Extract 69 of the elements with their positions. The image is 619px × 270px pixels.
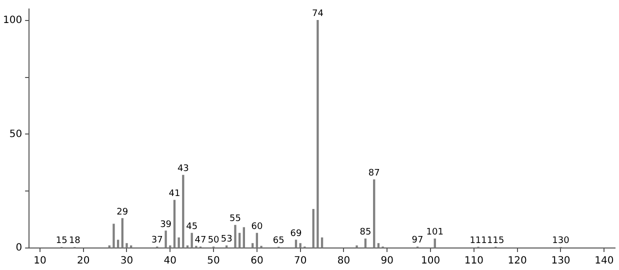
x-tick-label: 10 [34, 256, 46, 267]
x-tick-label: 70 [294, 256, 307, 267]
annotation: 53 [220, 234, 232, 245]
bar [320, 237, 324, 248]
annotation: 65 [272, 236, 284, 246]
x-tick-label: 90 [380, 256, 394, 267]
annotation: 130 [552, 236, 570, 246]
annotation: 115 [487, 236, 504, 246]
bar [116, 240, 120, 248]
bar [126, 243, 128, 248]
bar [256, 232, 258, 248]
x-tick-label: 100 [421, 256, 440, 267]
bar [316, 20, 319, 248]
annotation: 29 [116, 207, 128, 218]
bar [186, 245, 189, 248]
y-tick-label: 100 [2, 14, 22, 26]
x-tick-label: 20 [76, 256, 90, 267]
annotation: 50 [208, 236, 220, 246]
y-tick-label: 50 [9, 128, 22, 140]
bar [373, 179, 376, 248]
bar [242, 227, 245, 248]
annotation: 41 [168, 189, 180, 200]
bar [121, 218, 124, 248]
annotation: 87 [368, 168, 380, 179]
bar [178, 237, 180, 248]
x-tick-label: 110 [464, 256, 484, 267]
annotation: 39 [160, 220, 172, 230]
annotation: 37 [151, 236, 163, 246]
x-tick-label: 50 [207, 256, 220, 267]
bar [169, 245, 172, 248]
annotation: 69 [290, 228, 302, 239]
bar [238, 232, 241, 248]
x-tick-label: 60 [250, 256, 264, 267]
bar [173, 200, 176, 248]
x-tick-label: 120 [508, 256, 527, 267]
bar [112, 224, 115, 248]
x-tick-label: 40 [164, 256, 177, 267]
annotation: 85 [360, 228, 372, 238]
annotation: 47 [194, 236, 206, 246]
annotation: 55 [230, 214, 241, 224]
y-tick-label: 0 [16, 242, 22, 254]
annotation: 97 [412, 236, 424, 246]
annotation: 45 [186, 222, 198, 232]
annotation: 74 [312, 9, 324, 20]
x-tick-label: 130 [551, 256, 570, 267]
bar [299, 243, 302, 248]
bar [434, 238, 436, 248]
bar [294, 240, 298, 248]
bar [252, 243, 254, 248]
annotation: 101 [426, 228, 444, 238]
annotation: 18 [68, 236, 81, 246]
bar [356, 245, 358, 248]
x-tick-label: 30 [120, 256, 134, 267]
bar [182, 174, 184, 248]
bar [364, 238, 367, 248]
bar [190, 232, 193, 248]
bar [164, 230, 167, 248]
annotation: 43 [177, 164, 189, 174]
bar [234, 224, 236, 248]
bar [377, 243, 380, 248]
x-tick-label: 80 [337, 256, 350, 267]
bar [108, 245, 110, 248]
bar [312, 208, 314, 248]
bar [225, 245, 228, 248]
x-tick-label: 140 [594, 256, 614, 267]
annotation: 15 [56, 236, 68, 246]
annotation: 111 [470, 236, 487, 246]
bar [130, 245, 132, 248]
annotation: 60 [251, 222, 263, 232]
